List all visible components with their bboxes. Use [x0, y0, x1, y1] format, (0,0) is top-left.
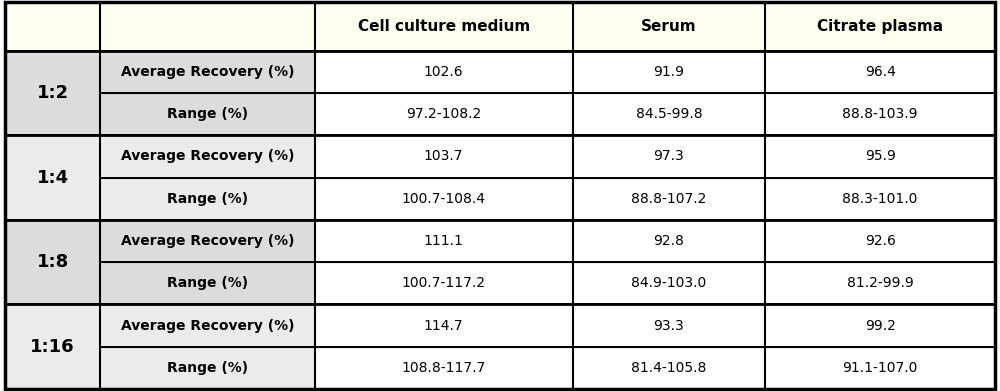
Bar — [765, 2, 995, 50]
Text: 1:8: 1:8 — [37, 253, 69, 271]
Text: Range (%): Range (%) — [167, 192, 248, 206]
Text: 100.7-117.2: 100.7-117.2 — [402, 276, 486, 290]
Bar — [765, 220, 995, 262]
Bar — [100, 347, 315, 389]
Text: 108.8-117.7: 108.8-117.7 — [402, 361, 486, 375]
Bar — [100, 178, 315, 220]
Bar — [315, 93, 573, 135]
Text: 96.4: 96.4 — [865, 65, 896, 79]
Bar — [573, 50, 765, 93]
Text: 97.3: 97.3 — [654, 149, 684, 163]
Bar — [315, 178, 573, 220]
Bar — [765, 93, 995, 135]
Text: Average Recovery (%): Average Recovery (%) — [121, 319, 294, 333]
Text: 100.7-108.4: 100.7-108.4 — [402, 192, 486, 206]
Text: 84.9-103.0: 84.9-103.0 — [631, 276, 707, 290]
Bar — [765, 50, 995, 93]
Bar — [573, 135, 765, 178]
Text: 81.2-99.9: 81.2-99.9 — [847, 276, 914, 290]
Bar — [100, 262, 315, 305]
Text: 114.7: 114.7 — [424, 319, 463, 333]
Text: 93.3: 93.3 — [654, 319, 684, 333]
Text: 1:16: 1:16 — [30, 338, 75, 356]
Bar — [573, 305, 765, 347]
Bar — [100, 93, 315, 135]
Bar — [315, 2, 573, 50]
Bar — [315, 135, 573, 178]
Text: Range (%): Range (%) — [167, 107, 248, 121]
Bar — [765, 178, 995, 220]
Text: Range (%): Range (%) — [167, 361, 248, 375]
Text: 97.2-108.2: 97.2-108.2 — [406, 107, 481, 121]
Bar — [573, 262, 765, 305]
Bar — [765, 135, 995, 178]
Bar — [315, 262, 573, 305]
Bar — [100, 50, 315, 93]
Bar — [100, 220, 315, 262]
Text: 1:4: 1:4 — [37, 169, 69, 187]
Bar — [315, 220, 573, 262]
Bar — [573, 93, 765, 135]
Text: 91.9: 91.9 — [653, 65, 684, 79]
Bar — [573, 347, 765, 389]
Bar — [5, 135, 100, 220]
Bar — [315, 347, 573, 389]
Text: 99.2: 99.2 — [865, 319, 896, 333]
Text: Average Recovery (%): Average Recovery (%) — [121, 65, 294, 79]
Text: Serum: Serum — [641, 19, 697, 34]
Text: 102.6: 102.6 — [424, 65, 463, 79]
Text: 92.8: 92.8 — [654, 234, 684, 248]
Text: Average Recovery (%): Average Recovery (%) — [121, 149, 294, 163]
Text: 111.1: 111.1 — [424, 234, 464, 248]
Text: 91.1-107.0: 91.1-107.0 — [842, 361, 918, 375]
Text: 88.8-107.2: 88.8-107.2 — [631, 192, 707, 206]
Bar — [573, 2, 765, 50]
Text: 88.3-101.0: 88.3-101.0 — [842, 192, 918, 206]
Text: 84.5-99.8: 84.5-99.8 — [636, 107, 702, 121]
Bar — [100, 305, 315, 347]
Text: Citrate plasma: Citrate plasma — [817, 19, 943, 34]
Text: 92.6: 92.6 — [865, 234, 896, 248]
Text: 95.9: 95.9 — [865, 149, 896, 163]
Text: Cell culture medium: Cell culture medium — [358, 19, 530, 34]
Text: Average Recovery (%): Average Recovery (%) — [121, 234, 294, 248]
Bar — [765, 347, 995, 389]
Bar — [315, 305, 573, 347]
Bar — [5, 2, 315, 50]
Bar — [315, 50, 573, 93]
Bar — [5, 305, 100, 389]
Bar — [765, 262, 995, 305]
Bar — [100, 135, 315, 178]
Text: 103.7: 103.7 — [424, 149, 463, 163]
Text: Range (%): Range (%) — [167, 276, 248, 290]
Text: 1:2: 1:2 — [37, 84, 69, 102]
Bar — [5, 220, 100, 305]
Bar — [573, 178, 765, 220]
Bar — [765, 305, 995, 347]
Bar — [5, 50, 100, 135]
Text: 88.8-103.9: 88.8-103.9 — [842, 107, 918, 121]
Text: 81.4-105.8: 81.4-105.8 — [631, 361, 707, 375]
Bar — [573, 220, 765, 262]
